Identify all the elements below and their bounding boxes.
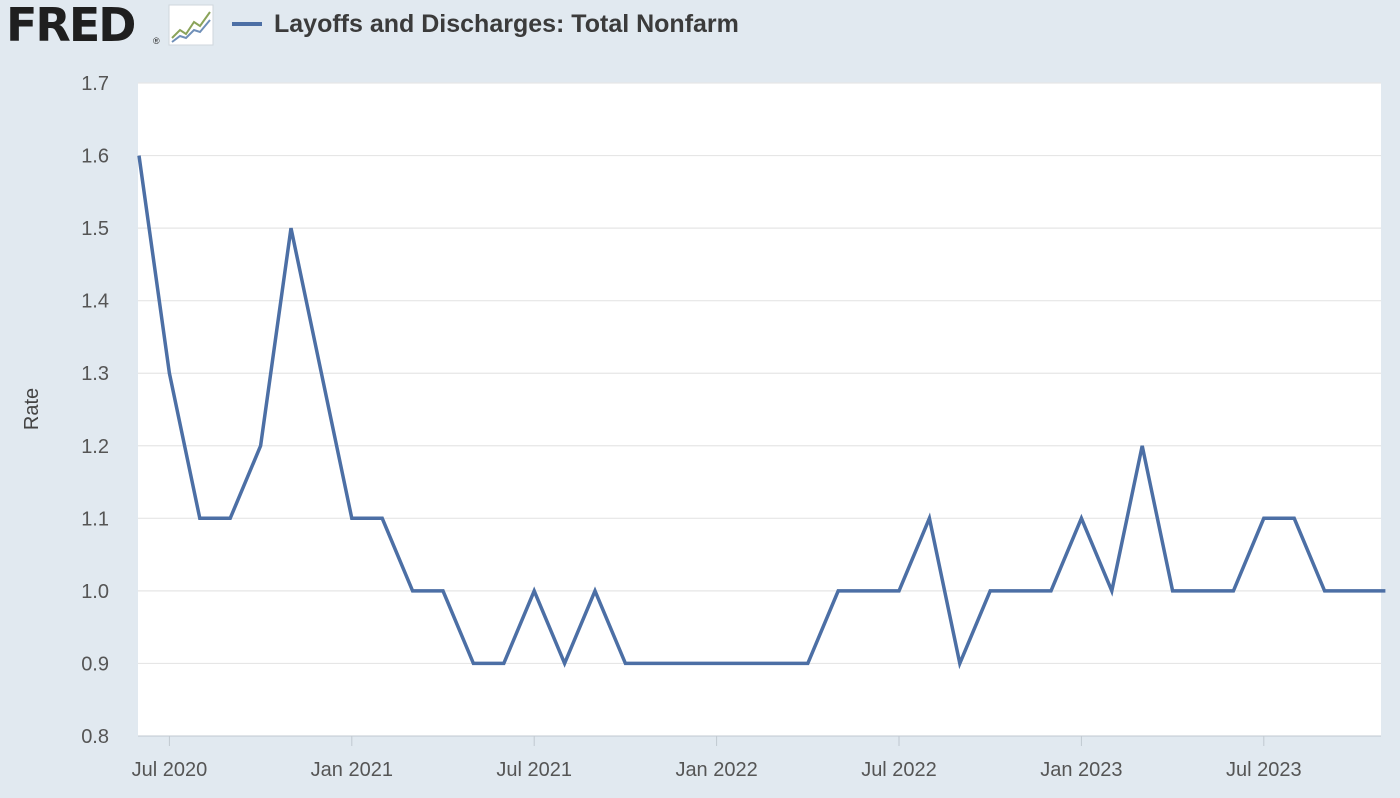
data-point	[228, 516, 232, 520]
data-point	[563, 661, 567, 665]
x-tick-label: Jul 2022	[861, 759, 937, 781]
data-point	[836, 589, 840, 593]
y-tick-label: 1.3	[81, 363, 109, 385]
data-point	[167, 371, 171, 375]
series-group	[137, 154, 1387, 670]
x-tick-label: Jul 2023	[1226, 759, 1302, 781]
data-point	[1262, 516, 1266, 520]
y-tick-label: 1.2	[81, 436, 109, 458]
data-point	[411, 589, 415, 593]
legend-swatch	[232, 22, 262, 26]
data-point	[684, 661, 688, 665]
data-point	[289, 226, 293, 230]
data-point	[958, 661, 962, 665]
data-point	[654, 661, 658, 665]
chart-header: FRED ® Layoffs and Discharges: Total Non…	[0, 0, 1400, 60]
y-tick-label: 1.5	[81, 218, 109, 240]
data-point	[532, 589, 536, 593]
data-point	[715, 661, 719, 665]
series-title[interactable]: Layoffs and Discharges: Total Nonfarm	[274, 10, 739, 38]
fred-logo[interactable]: FRED	[6, 0, 136, 52]
data-point	[1292, 516, 1296, 520]
y-axis-ticks: 0.8 0.9 1.0 1.1 1.2 1.3 1.4 1.5 1.6 1.7	[81, 73, 109, 748]
data-point	[319, 371, 323, 375]
fred-graph-icon	[168, 4, 214, 46]
data-point	[471, 661, 475, 665]
y-tick-label: 1.4	[81, 291, 109, 313]
y-tick-label: 1.1	[81, 508, 109, 530]
data-point	[1171, 589, 1175, 593]
data-point	[259, 444, 263, 448]
data-point	[593, 589, 597, 593]
data-point	[806, 661, 810, 665]
data-point	[1140, 444, 1144, 448]
data-point	[350, 516, 354, 520]
y-tick-label: 1.6	[81, 146, 109, 168]
x-tick-label: Jan 2023	[1040, 759, 1122, 781]
data-point	[897, 589, 901, 593]
data-point	[198, 516, 202, 520]
x-axis-ticks: Jul 2020 Jan 2021 Jul 2021 Jan 2022 Jul 2022…	[132, 736, 1302, 781]
data-point	[502, 661, 506, 665]
y-tick-label: 0.9	[81, 653, 109, 675]
data-point	[1383, 589, 1387, 593]
data-point	[775, 661, 779, 665]
data-point	[1323, 589, 1327, 593]
series-line	[137, 155, 1386, 670]
registered-mark: ®	[153, 36, 160, 46]
data-point	[1231, 589, 1235, 593]
data-point	[988, 589, 992, 593]
x-tick-label: Jul 2021	[496, 759, 572, 781]
data-point	[380, 516, 384, 520]
data-point	[623, 661, 627, 665]
data-point	[1201, 589, 1205, 593]
y-tick-label: 0.8	[81, 726, 109, 748]
plot-area	[138, 83, 1381, 736]
data-point	[1079, 516, 1083, 520]
data-point	[745, 661, 749, 665]
y-tick-label: 1.7	[81, 73, 109, 95]
data-point	[1353, 589, 1357, 593]
y-axis-label: Rate	[21, 388, 43, 430]
x-tick-label: Jan 2022	[675, 759, 757, 781]
data-point	[1049, 589, 1053, 593]
x-tick-label: Jan 2021	[311, 759, 393, 781]
data-point	[1110, 589, 1114, 593]
data-point	[927, 516, 931, 520]
x-tick-label: Jul 2020	[132, 759, 208, 781]
data-point	[137, 154, 141, 158]
data-point	[441, 589, 445, 593]
data-point	[1019, 589, 1023, 593]
data-point	[867, 589, 871, 593]
y-tick-label: 1.0	[81, 581, 109, 603]
